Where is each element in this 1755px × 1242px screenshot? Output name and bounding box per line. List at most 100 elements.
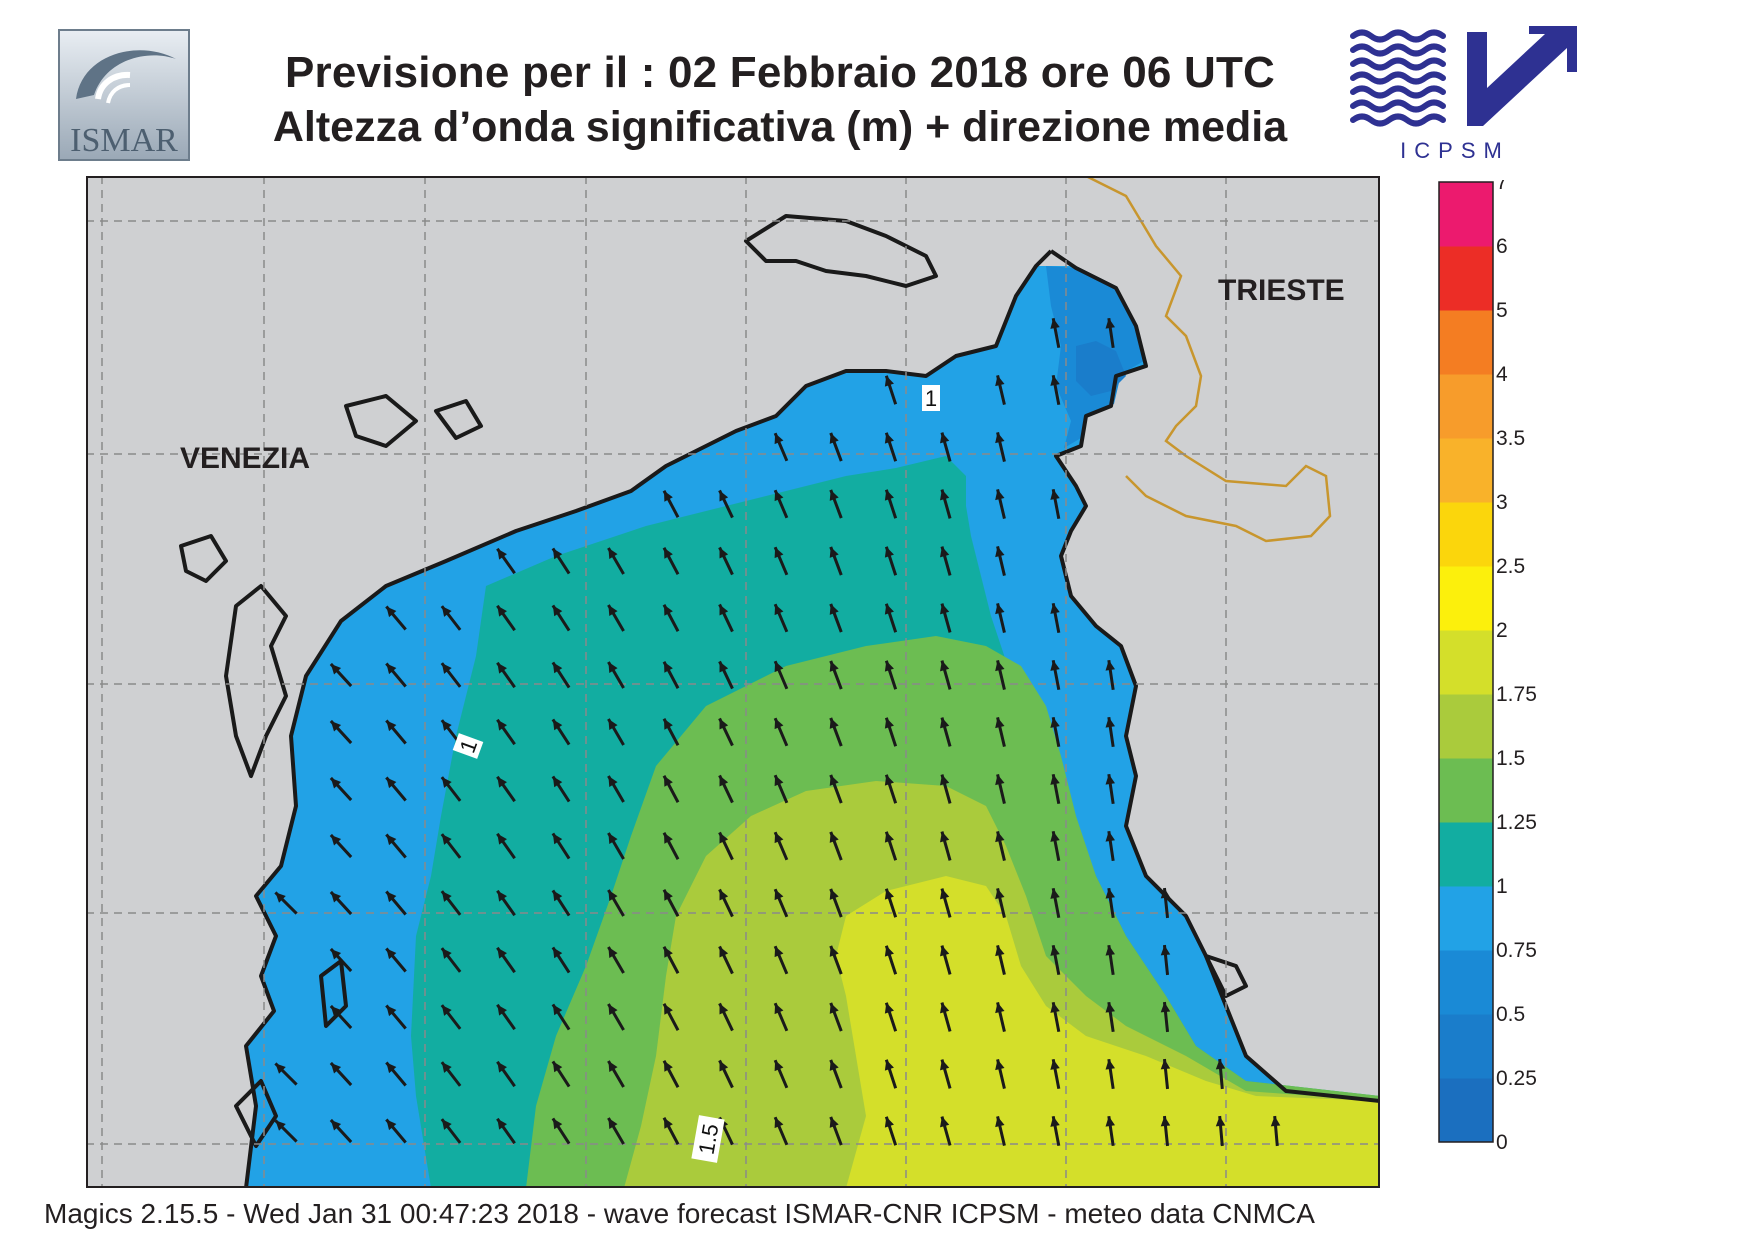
wave-direction-arrowhead (275, 892, 286, 903)
svg-text:1: 1 (925, 386, 937, 411)
wave-direction-arrowhead (441, 777, 452, 788)
place-label-venezia: VENEZIA (180, 442, 310, 475)
colorbar-band (1439, 310, 1493, 375)
svg-text:ICPSM: ICPSM (1400, 138, 1510, 163)
icpsm-logo: ICPSM (1345, 26, 1585, 164)
wave-direction-arrowhead (940, 1116, 950, 1128)
wave-direction-arrowhead (497, 1004, 507, 1016)
wave-direction-arrowhead (608, 662, 618, 674)
wave-direction-arrowhead (1105, 1059, 1115, 1070)
wave-direction-arrowhead (719, 1060, 729, 1072)
colorbar-band (1439, 630, 1493, 695)
wave-direction-arrowhead (497, 719, 507, 731)
wave-direction-arrowhead (552, 776, 563, 788)
wave-direction-arrowhead (386, 663, 397, 675)
svg-text:ISMAR: ISMAR (70, 122, 178, 159)
wave-direction-arrowhead (995, 774, 1005, 786)
contour-label: 1 (922, 385, 940, 411)
wave-direction-arrowhead (719, 490, 729, 502)
wave-direction-arrowhead (330, 720, 342, 732)
colorbar-band (1439, 1014, 1493, 1079)
wave-direction-arrowhead (884, 774, 894, 786)
wave-direction-arrowhead (774, 661, 784, 673)
forecast-date-title: Previsione per il : 02 Febbraio 2018 ore… (284, 48, 1275, 97)
wave-direction-arrowhead (330, 1005, 342, 1017)
wave-direction-arrowhead (608, 1061, 618, 1073)
colorbar-band (1439, 502, 1493, 567)
wave-direction-arrowhead (1050, 831, 1060, 842)
lagoon-island (344, 394, 418, 448)
wave-direction-arrowhead (386, 891, 397, 903)
wave-direction-arrowhead (995, 489, 1005, 501)
wave-direction-arrowhead (774, 433, 784, 445)
wave-direction-arrowhead (1105, 888, 1115, 899)
colorbar-tick-label: 2.5 (1496, 555, 1525, 578)
contour-label: 1 (452, 733, 484, 759)
wave-direction-arrowhead (552, 605, 563, 617)
colorbar-tick-label: 0.75 (1496, 939, 1537, 962)
wave-direction-arrowhead (829, 1002, 839, 1014)
wave-direction-arrowhead (940, 717, 950, 729)
wave-direction-arrowhead (940, 888, 950, 900)
wave-direction-arrowhead (940, 831, 950, 843)
wave-direction-arrowhead (940, 945, 950, 957)
wave-direction-arrowhead (663, 661, 673, 673)
colorbar-tick-label: 6 (1496, 235, 1508, 258)
wave-direction-arrowhead (552, 1004, 563, 1016)
wave-direction-arrowhead (608, 548, 618, 560)
colorbar-tick-label: 1.75 (1496, 683, 1537, 706)
wave-direction-arrowhead (940, 432, 950, 444)
wave-direction-arrowhead (995, 717, 1005, 729)
colorbar-band (1439, 1078, 1493, 1143)
wave-direction-arrowhead (829, 831, 839, 843)
colorbar-band (1439, 182, 1493, 247)
wave-direction-arrowhead (884, 603, 894, 615)
wave-direction-arrowhead (940, 1002, 950, 1014)
wave-direction-arrowhead (774, 547, 784, 559)
wave-direction-arrowhead (829, 1059, 839, 1071)
wave-direction-arrowhead (441, 720, 452, 731)
wave-direction-arrowhead (663, 1117, 673, 1129)
wave-direction-arrowhead (774, 775, 784, 787)
footer-credits: Magics 2.15.5 - Wed Jan 31 00:47:23 2018… (44, 1198, 1315, 1229)
wave-direction-arrowhead (1050, 717, 1060, 728)
wave-direction-arrowhead (1270, 1116, 1281, 1127)
wave-direction-arrowhead (829, 717, 839, 729)
wave-direction-arrowhead (1105, 831, 1115, 842)
wave-direction-arrowhead (441, 606, 452, 617)
colorbar-band (1439, 246, 1493, 311)
national-border (1085, 176, 1332, 543)
colorbar-tick-label: 5 (1496, 299, 1508, 322)
colorbar-tick-label: 1.5 (1496, 747, 1525, 770)
wave-direction-arrowhead (719, 775, 729, 787)
wave-direction-arrowhead (663, 718, 673, 730)
colorbar-tick-label: 4 (1496, 363, 1508, 386)
wave-direction-arrowhead (386, 834, 397, 846)
colorbar-band (1439, 438, 1493, 503)
wave-direction-arrowhead (940, 1059, 950, 1071)
river-delta (319, 959, 348, 1028)
wave-direction-arrowhead (663, 604, 673, 616)
wave-direction-arrowhead (884, 375, 894, 387)
wave-direction-arrowhead (884, 546, 894, 558)
wave-direction-arrowhead (663, 946, 673, 958)
wave-direction-arrowhead (1105, 945, 1115, 956)
wave-direction-arrowhead (1215, 1116, 1226, 1127)
lagoon-island (179, 534, 228, 583)
wave-direction-arrowhead (608, 890, 618, 902)
wave-direction-arrowhead (1160, 1116, 1171, 1127)
wave-direction-arrowhead (608, 605, 618, 617)
wave-direction-arrowhead (829, 774, 839, 786)
wave-direction-arrowhead (441, 1062, 452, 1073)
wave-direction-arrowhead (829, 489, 839, 501)
colorbar-band (1439, 374, 1493, 439)
wave-direction-arrowhead (995, 888, 1005, 900)
wave-direction-arrowhead (884, 717, 894, 729)
wave-direction-arrowhead (497, 548, 507, 560)
wave-direction-arrowhead (1050, 888, 1060, 899)
wave-direction-arrowhead (552, 833, 563, 845)
wave-direction-arrowhead (774, 889, 784, 901)
wave-direction-arrowhead (608, 776, 618, 788)
wave-direction-arrowhead (829, 603, 839, 615)
wave-height-map: 1 1 1.5 VENEZIA TRIESTE (86, 176, 1380, 1188)
